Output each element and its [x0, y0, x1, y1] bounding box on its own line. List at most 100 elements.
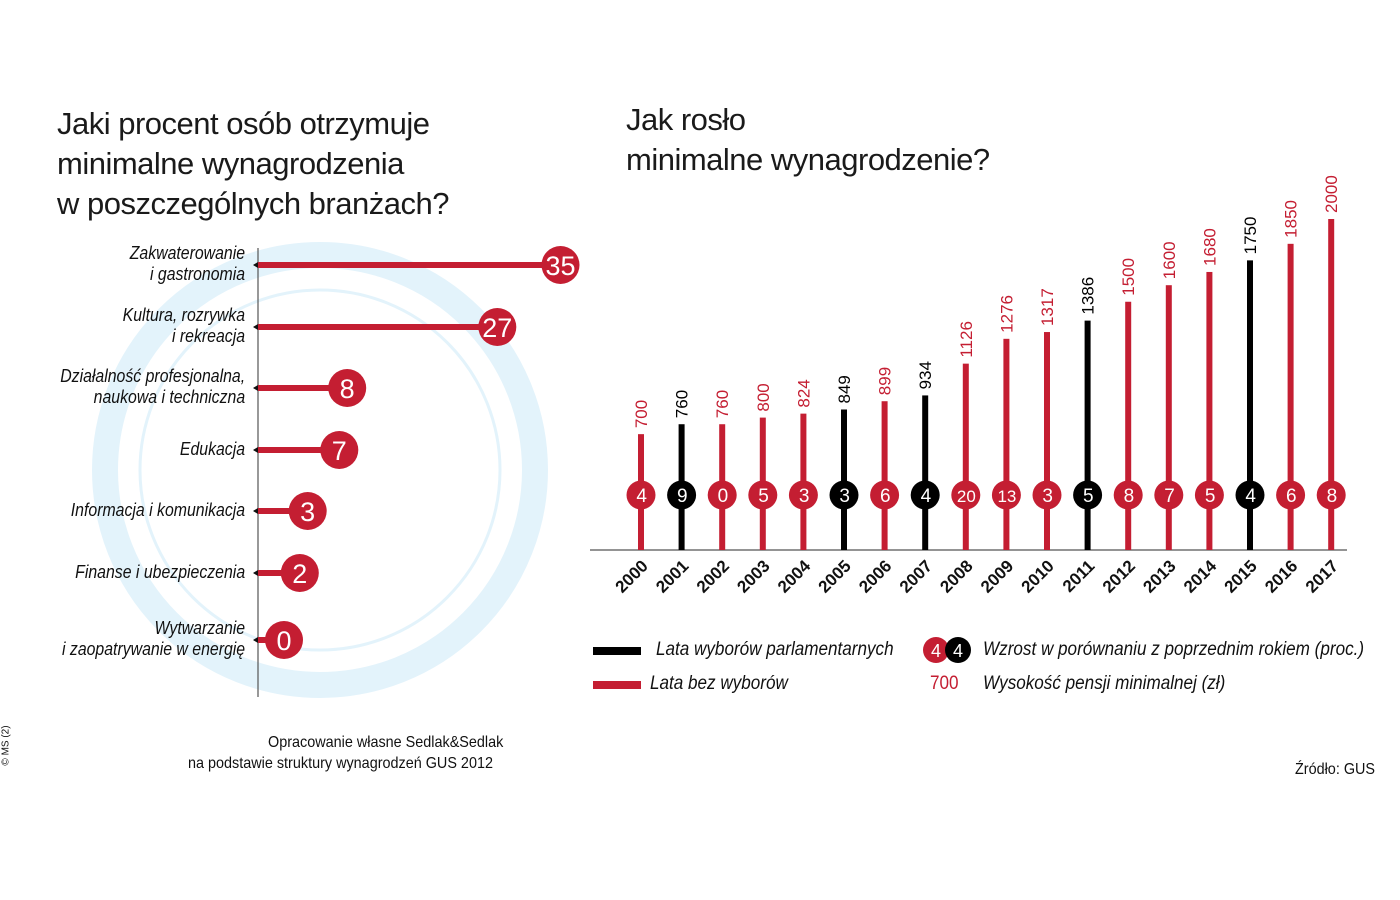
value-circle — [478, 308, 517, 346]
bar — [258, 262, 546, 268]
legend-no-election-swatch — [593, 681, 641, 689]
growth-circle — [1235, 480, 1265, 510]
row-tick-marker — [253, 447, 258, 453]
data-label: 899 — [876, 367, 895, 395]
growth-label: 8 — [1124, 486, 1135, 507]
bar — [1003, 338, 1010, 550]
growth-label: 4 — [1245, 486, 1256, 507]
bar — [841, 409, 847, 550]
data-label: 1750 — [1241, 217, 1260, 255]
data-label: 1680 — [1200, 228, 1219, 266]
bar — [258, 447, 325, 453]
category-label: Wytwarzanie i zaopatrywanie w energię — [62, 618, 245, 660]
legend-election-label: Lata wyborów parlamentarnych — [656, 639, 894, 660]
right-source-note: Źródło: GUS — [1295, 761, 1376, 778]
data-label: 934 — [916, 361, 935, 389]
data-label: 1126 — [957, 321, 976, 358]
value-circle — [265, 621, 303, 659]
growth-circle — [748, 480, 778, 510]
legend-growth-label: Wzrost w porównaniu z poprzednim rokiem … — [983, 639, 1365, 660]
row-tick-marker — [253, 262, 258, 268]
left-source-note: Opracowanie własne Sedlak&Sedlak — [268, 732, 503, 753]
year-tick-label: 2013 — [1139, 556, 1179, 596]
growth-circle — [829, 480, 859, 510]
legend-growth-sample: 4 — [931, 641, 941, 661]
growth-label: 4 — [921, 486, 932, 507]
growth-label: 20 — [957, 487, 976, 506]
data-label: 760 — [713, 390, 732, 418]
year-tick-label: 2001 — [652, 556, 692, 596]
data-label: 1276 — [997, 295, 1016, 333]
growth-circle — [1113, 480, 1143, 510]
category-label-line: Działalność profesjonalna, — [60, 366, 245, 386]
title-line: Jaki procent osób otrzymuje — [57, 106, 430, 141]
title-line: minimalne wynagrodzenia — [57, 146, 404, 181]
data-label: 8 — [340, 374, 355, 404]
growth-label: 5 — [1205, 486, 1216, 507]
category-label: Działalność profesjonalna, naukowa i tech… — [60, 366, 245, 408]
growth-circle — [1032, 480, 1062, 510]
bar — [1206, 271, 1213, 550]
growth-label: 7 — [1164, 486, 1175, 507]
data-label: 760 — [673, 390, 692, 418]
row-tick-marker — [253, 637, 258, 643]
category-label: Edukacja — [180, 439, 245, 460]
bar — [258, 508, 293, 514]
category-label-line: Informacja i komunikacja — [70, 499, 245, 520]
title-line: minimalne wynagrodzenie? — [626, 142, 990, 177]
year-tick-label: 2007 — [896, 556, 936, 596]
coin-watermark-inner — [138, 288, 502, 652]
year-tick-label: 2014 — [1180, 556, 1221, 597]
value-circle — [328, 369, 367, 407]
value-circle — [320, 431, 359, 469]
growth-label: 3 — [1042, 486, 1053, 507]
data-label: 1386 — [1079, 277, 1098, 315]
row-tick-marker — [253, 508, 258, 514]
growth-label: 4 — [636, 486, 647, 507]
growth-label: 5 — [758, 486, 769, 507]
year-tick-label: 2010 — [1018, 556, 1058, 596]
category-label: Zakwaterowanie i gastronomia — [130, 243, 245, 285]
value-circle — [288, 492, 327, 530]
credit: © MS (2) — [0, 725, 12, 766]
bar — [1165, 285, 1172, 550]
left-chart-title: Jaki procent osób otrzymuje minimalne wy… — [57, 104, 449, 224]
data-label: 2 — [292, 559, 307, 589]
growth-circle — [991, 480, 1021, 510]
growth-label: 13 — [997, 487, 1016, 506]
data-label: 1850 — [1282, 200, 1301, 238]
year-tick-label: 2006 — [855, 556, 895, 596]
growth-circle — [1316, 480, 1346, 510]
legend-no-election-label: Lata bez wyborów — [650, 673, 788, 694]
value-circle — [541, 246, 580, 284]
title-line: w poszczególnych branżach? — [57, 186, 449, 221]
growth-circle — [1154, 480, 1184, 510]
bar — [1287, 243, 1294, 550]
category-label-line: Zakwaterowanie — [129, 243, 245, 263]
data-label: 27 — [482, 313, 512, 343]
category-label: Finanse i ubezpieczenia — [75, 562, 245, 583]
growth-circle — [910, 480, 940, 510]
bar — [881, 401, 888, 550]
data-label: 35 — [545, 251, 575, 281]
right-chart-title: Jak rosło minimalne wynagrodzenie? — [626, 100, 990, 180]
category-label-line: i zaopatrywanie w energię — [61, 639, 245, 659]
bar — [258, 570, 285, 576]
year-tick-label: 2000 — [612, 556, 652, 596]
growth-circle — [1276, 480, 1306, 510]
growth-circle — [626, 480, 656, 510]
year-tick-label: 2011 — [1059, 556, 1099, 596]
growth-circle — [667, 480, 697, 510]
year-tick-label: 2002 — [693, 556, 733, 596]
bar — [1328, 219, 1335, 550]
data-label: 800 — [754, 383, 773, 411]
bar — [1044, 332, 1050, 550]
data-label: 1500 — [1119, 258, 1138, 296]
coin-watermark-ring — [92, 242, 548, 698]
bar — [258, 637, 269, 643]
data-label: 1317 — [1038, 288, 1057, 326]
legend-value-label: Wysokość pensji minimalnej (zł) — [983, 673, 1226, 694]
bar — [922, 395, 929, 550]
